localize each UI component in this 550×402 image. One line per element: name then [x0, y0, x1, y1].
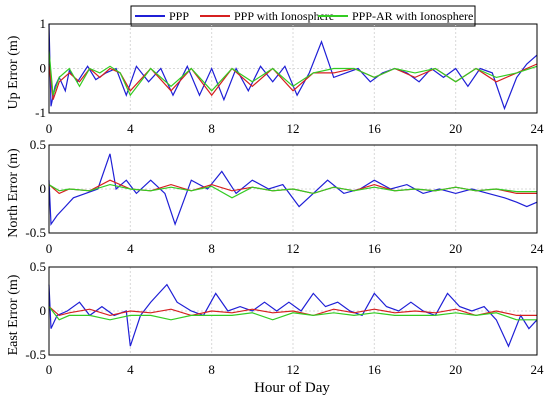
- panel-up-series: [48, 23, 538, 111]
- panel-east-xtick-label: 12: [287, 362, 300, 377]
- panel-up-grid: [48, 23, 538, 114]
- panel-east-ytick-bot: -0.5: [25, 347, 46, 362]
- panel-north-xticks: 0 4 8 12 16 20 24: [46, 241, 544, 256]
- x-axis-label: Hour of Day: [254, 380, 330, 396]
- panel-north-xtick-label: 4: [127, 241, 134, 256]
- panel-north-frame: [48, 144, 538, 234]
- panel-east: 0.5 0 -0.5 0 4 8 12 16 20 24 East Error (m): [6, 259, 544, 377]
- panel-north-series: [48, 153, 538, 227]
- panel-east-frame: [48, 266, 538, 356]
- panel-north-ytick-top: 0.5: [30, 137, 46, 152]
- panel-north: 0.5 0 -0.5 0 4 8 12 16 20 24 North Error (m): [6, 137, 544, 256]
- panel-up-xtick-label: 12: [287, 121, 300, 136]
- panel-up-xtick-label: 16: [368, 121, 382, 136]
- panel-east-xtick-label: 24: [531, 362, 545, 377]
- legend-label-ppp-ar-iono: PPP-AR with Ionosphere: [352, 9, 473, 23]
- panel-up-ytick-bot: -1: [35, 105, 46, 120]
- panel-up-series-ppp-ar-iono: [48, 50, 538, 97]
- panel-north-ylabel: North Error (m): [6, 148, 21, 238]
- panel-east-series: [48, 283, 538, 348]
- panel-east-ylabel: East Error (m): [6, 274, 21, 355]
- panel-east-xtick-label: 20: [449, 362, 462, 377]
- panel-north-ytick-mid: 0: [40, 181, 47, 196]
- panel-east-xtick-label: 8: [208, 362, 215, 377]
- panel-east-xtick-label: 0: [46, 362, 53, 377]
- panel-up-xtick-label: 20: [449, 121, 462, 136]
- panel-up-xticks: 0 4 8 12 16 20 24: [46, 121, 544, 136]
- panel-north-xtick-label: 0: [46, 241, 53, 256]
- legend-label-ppp: PPP: [169, 9, 189, 23]
- panel-north-series-ppp-ar-iono: [48, 183, 537, 199]
- panel-north-xtick-label: 24: [531, 241, 545, 256]
- panel-north-xtick-label: 12: [287, 241, 300, 256]
- legend: PPP PPP with Ionosphere PPP-AR with Iono…: [130, 5, 476, 27]
- panel-north-xtick-label: 8: [208, 241, 215, 256]
- panel-up-ytick-top: 1: [40, 16, 47, 31]
- legend-box: [130, 5, 476, 27]
- panel-up-xtick-label: 4: [127, 121, 134, 136]
- legend-label-ppp-iono: PPP with Ionosphere: [234, 9, 334, 23]
- panel-up-ytick-mid: 0: [40, 61, 47, 76]
- panel-east-series-ppp-ar-iono: [48, 306, 537, 321]
- panel-east-ytick-top: 0.5: [30, 259, 46, 274]
- panel-up-frame: [48, 23, 538, 114]
- panel-up-ylabel: Up Error (m): [6, 35, 21, 109]
- panel-up-xtick-label: 0: [46, 121, 53, 136]
- panel-east-xtick-label: 4: [127, 362, 134, 377]
- panel-up: 1 0 -1 0 4 8 12 16 20 24 Up Error (m): [6, 16, 544, 136]
- panel-east-ytick-mid: 0: [40, 303, 47, 318]
- panel-east-xtick-label: 16: [368, 362, 382, 377]
- panel-up-xtick-label: 8: [208, 121, 215, 136]
- panel-east-series-ppp-iono: [48, 306, 537, 317]
- panel-north-xtick-label: 16: [368, 241, 382, 256]
- panel-up-xtick-label: 24: [531, 121, 545, 136]
- panel-east-xticks: 0 4 8 12 16 20 24: [46, 362, 544, 377]
- panel-north-xtick-label: 20: [449, 241, 462, 256]
- panel-north-series-ppp: [48, 153, 538, 227]
- panel-north-ytick-bot: -0.5: [25, 225, 46, 240]
